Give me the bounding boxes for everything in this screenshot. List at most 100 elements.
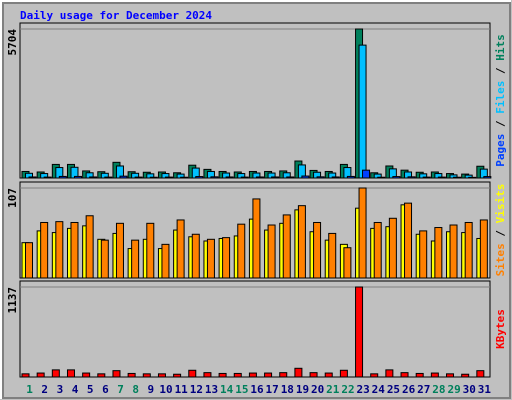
plot-area	[19, 280, 491, 378]
bar	[313, 221, 322, 279]
bar	[339, 369, 348, 378]
y-tick-label: 1137	[6, 287, 19, 314]
bar	[385, 369, 394, 378]
legend-separator	[494, 127, 507, 134]
bar	[157, 373, 166, 378]
x-tick-label: 27	[417, 383, 430, 396]
x-tick-label: 14	[220, 383, 234, 396]
bar	[25, 242, 33, 279]
bar	[415, 372, 424, 378]
bar	[358, 44, 367, 179]
bar	[142, 373, 151, 378]
x-tick-label: 26	[402, 383, 416, 396]
bar	[51, 369, 60, 378]
bar	[282, 214, 291, 279]
bar	[119, 175, 128, 179]
bar	[28, 176, 37, 179]
bar	[127, 372, 136, 378]
x-tick-label: 17	[266, 383, 279, 396]
bar	[407, 176, 416, 179]
legend-entry: Hits	[494, 34, 507, 61]
bar	[115, 222, 124, 279]
bar	[400, 372, 409, 378]
bar	[476, 370, 485, 378]
bar	[164, 176, 173, 179]
legend-entry: KBytes	[494, 309, 507, 349]
legend-entry: Pages	[494, 134, 507, 167]
chart-title: Daily usage for December 2024	[20, 9, 212, 22]
bar	[40, 221, 49, 279]
x-tick-label: 8	[132, 383, 139, 396]
bar	[388, 217, 397, 279]
x-tick-label: 3	[57, 383, 64, 396]
bar	[294, 367, 303, 378]
bar	[264, 372, 273, 378]
bar	[176, 219, 185, 279]
bar	[328, 232, 337, 279]
bar	[453, 176, 462, 179]
bar	[112, 370, 121, 378]
legend: Sites / Visits	[494, 184, 507, 277]
x-tick-label: 13	[205, 383, 218, 396]
x-tick-label: 9	[148, 383, 155, 396]
bar	[373, 221, 382, 279]
bar	[149, 176, 158, 179]
bar	[85, 215, 94, 279]
bar	[191, 233, 200, 279]
bar	[252, 198, 261, 279]
bar	[237, 223, 246, 279]
bar	[240, 176, 249, 179]
legend-entry: Visits	[494, 184, 507, 224]
bar	[70, 221, 79, 279]
bar	[55, 221, 64, 279]
bar	[104, 176, 113, 179]
legend-separator: /	[494, 230, 507, 237]
bar	[377, 176, 386, 179]
bar	[297, 205, 306, 279]
bar	[146, 222, 155, 279]
bar	[430, 372, 439, 378]
x-tick-label: 4	[72, 383, 79, 396]
legend: KBytes	[494, 309, 507, 349]
bar	[392, 176, 401, 179]
x-tick-label: 15	[235, 383, 248, 396]
bar	[309, 372, 318, 378]
legend-entry: Sites	[494, 243, 507, 276]
y-tick-label: 107	[6, 188, 19, 208]
bar	[203, 372, 212, 378]
bar	[331, 176, 340, 179]
bar	[324, 372, 333, 378]
bar	[195, 176, 204, 179]
bar	[255, 176, 264, 179]
x-tick-label: 2	[41, 383, 48, 396]
x-tick-label: 29	[447, 383, 460, 396]
bar	[461, 373, 470, 378]
bar	[468, 176, 477, 179]
bar	[134, 176, 143, 179]
bar	[316, 176, 325, 179]
bar	[419, 230, 428, 279]
bar	[58, 175, 67, 179]
legend-separator	[494, 237, 507, 244]
bar	[358, 187, 367, 279]
bar	[248, 372, 257, 378]
bar	[422, 176, 431, 179]
bar	[43, 176, 52, 179]
bar	[100, 239, 109, 279]
bar	[479, 219, 488, 279]
bar	[21, 373, 30, 378]
bar	[434, 227, 443, 279]
x-tick-label: 24	[372, 383, 386, 396]
bar	[82, 372, 91, 378]
bar	[370, 373, 379, 378]
x-tick-label: 7	[117, 383, 124, 396]
x-tick-label: 20	[311, 383, 324, 396]
bar	[206, 238, 215, 279]
bar	[161, 243, 170, 279]
plot-area	[19, 22, 491, 179]
bar	[346, 175, 355, 179]
bar	[222, 237, 231, 279]
legend-separator	[494, 223, 507, 230]
y-tick-label: 5704	[6, 29, 19, 56]
